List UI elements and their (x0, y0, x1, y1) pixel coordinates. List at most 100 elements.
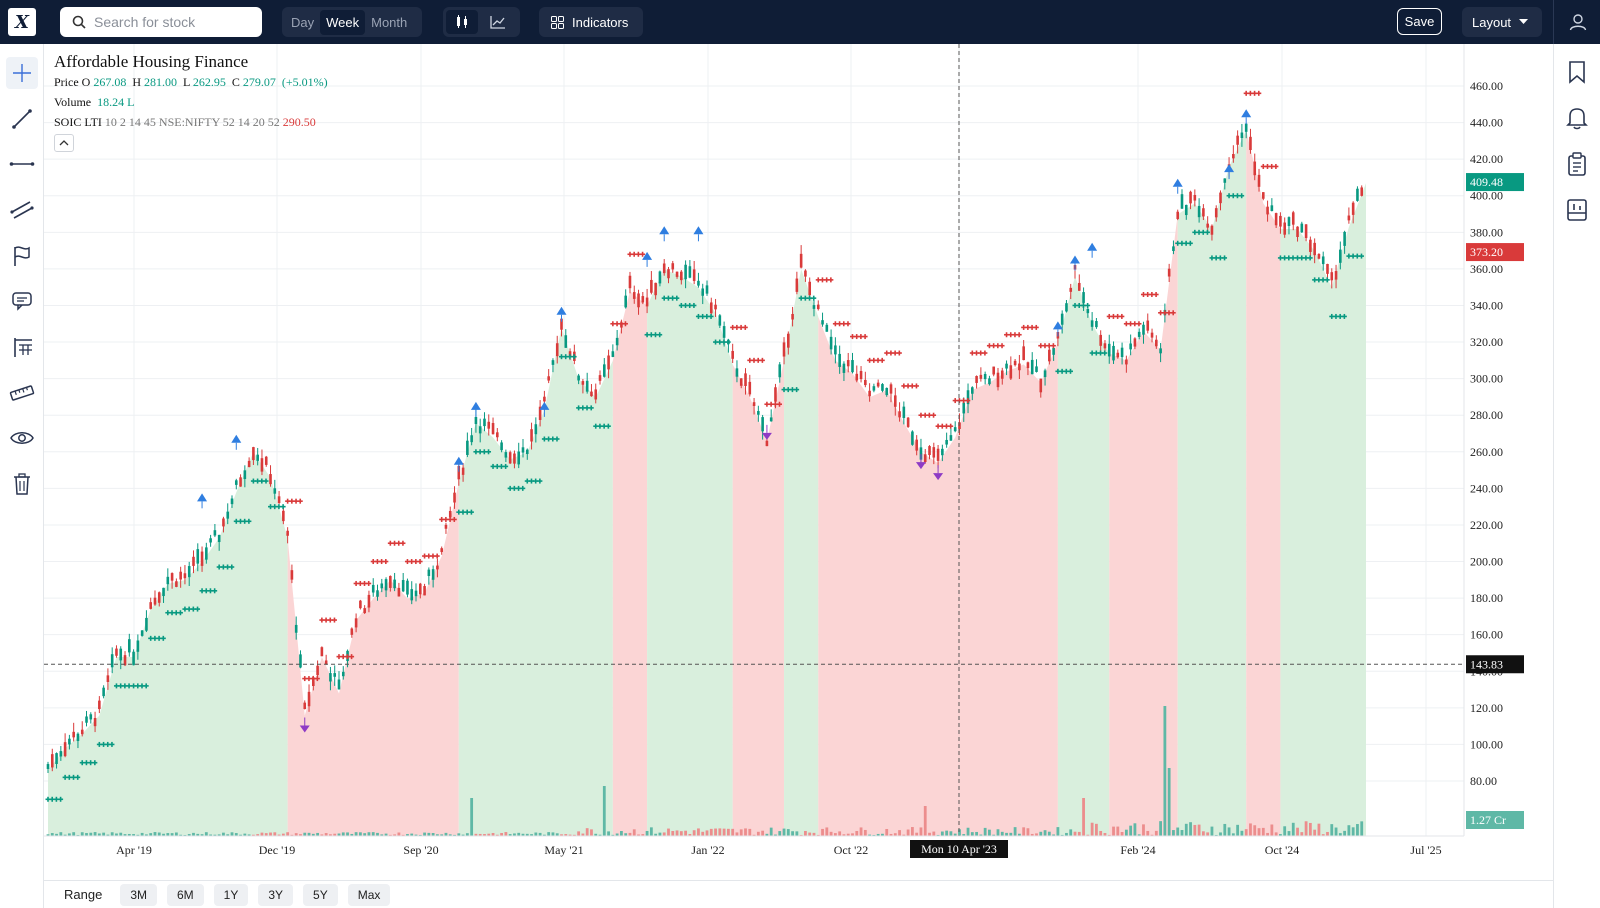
data-window-button[interactable] (1561, 194, 1593, 226)
range-3m-button[interactable]: 3M (120, 883, 157, 906)
volume-bar (795, 831, 799, 836)
candle (389, 575, 392, 588)
fib-tool[interactable] (6, 331, 38, 363)
watchlist-button[interactable] (1561, 56, 1593, 88)
visibility-tool[interactable] (6, 422, 38, 454)
volume-bar (1090, 822, 1094, 836)
volume-bar (675, 830, 679, 836)
candle (1351, 202, 1355, 215)
volume-bar (923, 806, 927, 836)
alerts-button[interactable] (1561, 102, 1593, 134)
candle (457, 465, 461, 480)
range-max-button[interactable]: Max (347, 883, 391, 906)
price-tick-label: 360.00 (1470, 262, 1503, 276)
layout-button[interactable]: Layout (1462, 7, 1542, 37)
volume-bar (902, 834, 906, 836)
app-logo[interactable]: X (8, 8, 36, 36)
candle (1180, 194, 1184, 209)
candle (645, 297, 649, 307)
comment-tool[interactable] (6, 285, 38, 317)
candle (971, 387, 974, 394)
volume-bar (504, 832, 508, 836)
price-tick-label: 440.00 (1470, 116, 1503, 130)
volume-bar (1236, 824, 1240, 836)
volume-bar (885, 828, 889, 836)
time-tick-label: Oct '22 (834, 843, 869, 857)
candle (804, 270, 807, 277)
candle (718, 315, 722, 326)
volume-bar (495, 834, 499, 836)
chart-area[interactable]: 460.00 440.00 420.00 400.00 380.00 360.00 340.… (44, 44, 1553, 880)
candle (119, 648, 123, 661)
volume-bar (1142, 824, 1145, 836)
candle (1167, 268, 1171, 277)
timeframe-day[interactable]: Day (291, 14, 315, 30)
volume-bar (684, 830, 688, 836)
flag-tool[interactable] (6, 240, 38, 272)
crosshair-tool[interactable] (6, 57, 38, 89)
line-chart-button[interactable] (482, 10, 514, 34)
candle (431, 569, 435, 580)
user-account-button[interactable] (1564, 8, 1592, 36)
candle (1189, 191, 1192, 204)
candle (615, 337, 619, 346)
volume-bar (521, 833, 525, 836)
volume-bar (1347, 825, 1351, 836)
volume-bar (63, 834, 67, 836)
volume-bar (1214, 834, 1218, 836)
save-button[interactable]: Save (1397, 8, 1442, 35)
horizontal-line-tool[interactable] (6, 148, 38, 180)
search-box[interactable] (60, 7, 262, 37)
candle (217, 534, 221, 543)
range-3y-button[interactable]: 3Y (258, 883, 294, 906)
volume-bar (491, 832, 495, 836)
trash-icon (14, 473, 30, 495)
regime-band-down (732, 360, 785, 836)
volume-bar (320, 834, 324, 836)
volume-bar (1073, 831, 1077, 836)
candle (294, 624, 298, 633)
crosshair-date-label: Mon 10 Apr '23 (921, 842, 997, 856)
volume-bar (1343, 830, 1347, 836)
candle (1116, 352, 1120, 358)
range-5y-button[interactable]: 5Y (303, 883, 338, 906)
candle (560, 318, 563, 330)
candle (85, 716, 88, 723)
candle (525, 449, 529, 455)
search-input[interactable] (94, 14, 254, 30)
bookmark-icon (1569, 61, 1585, 84)
notes-button[interactable] (1561, 148, 1593, 180)
candle (290, 570, 294, 580)
candle (1193, 194, 1197, 201)
timeframe-month[interactable]: Month (371, 14, 408, 30)
range-6m-button[interactable]: 6M (166, 883, 204, 906)
sell-signal-arrow (299, 725, 310, 733)
volume-bar (816, 834, 820, 836)
candle (145, 617, 148, 631)
legend-collapse-button[interactable] (54, 134, 74, 152)
candle (551, 360, 555, 365)
delete-drawings-tool[interactable] (6, 468, 38, 500)
buy-signal-arrow (642, 251, 653, 260)
volume-bar (842, 834, 846, 836)
flag-icon (14, 246, 30, 266)
sell-signal-arrow (933, 473, 944, 481)
volume-bar (1082, 798, 1085, 836)
trend-line-tool[interactable] (6, 103, 38, 135)
volume-bar (393, 834, 397, 836)
timeframe-week[interactable]: Week (320, 9, 366, 35)
candle (1077, 282, 1081, 291)
volume-bar (213, 834, 217, 836)
volume-bar (906, 829, 910, 836)
parallel-channel-tool[interactable] (6, 194, 38, 226)
volume-bar (551, 832, 555, 836)
candle (748, 381, 752, 395)
candlestick-chart-button[interactable] (446, 10, 478, 34)
indicators-button[interactable]: Indicators (539, 7, 643, 37)
volume-bar (748, 828, 752, 836)
range-1y-button[interactable]: 1Y (213, 883, 249, 906)
volume-bar (55, 833, 58, 836)
ruler-tool[interactable] (6, 377, 38, 409)
open-label: O (81, 75, 91, 89)
price-chart[interactable]: 460.00 440.00 420.00 400.00 380.00 360.00 340.… (44, 44, 1553, 880)
